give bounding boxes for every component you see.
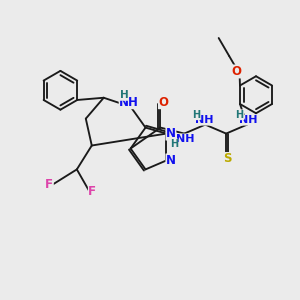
Text: O: O: [158, 96, 168, 109]
Text: F: F: [88, 185, 96, 198]
Text: H: H: [120, 90, 128, 100]
Text: NH: NH: [119, 96, 139, 109]
Text: NH: NH: [239, 115, 257, 125]
Text: N: N: [166, 154, 176, 167]
Text: N: N: [166, 127, 176, 140]
Text: S: S: [224, 152, 232, 166]
Text: F: F: [45, 178, 53, 191]
Text: H: H: [236, 110, 244, 120]
Text: H: H: [170, 139, 178, 149]
Text: NH: NH: [194, 115, 213, 125]
Text: O: O: [232, 65, 242, 78]
Text: NH: NH: [176, 134, 194, 144]
Text: H: H: [192, 110, 200, 120]
